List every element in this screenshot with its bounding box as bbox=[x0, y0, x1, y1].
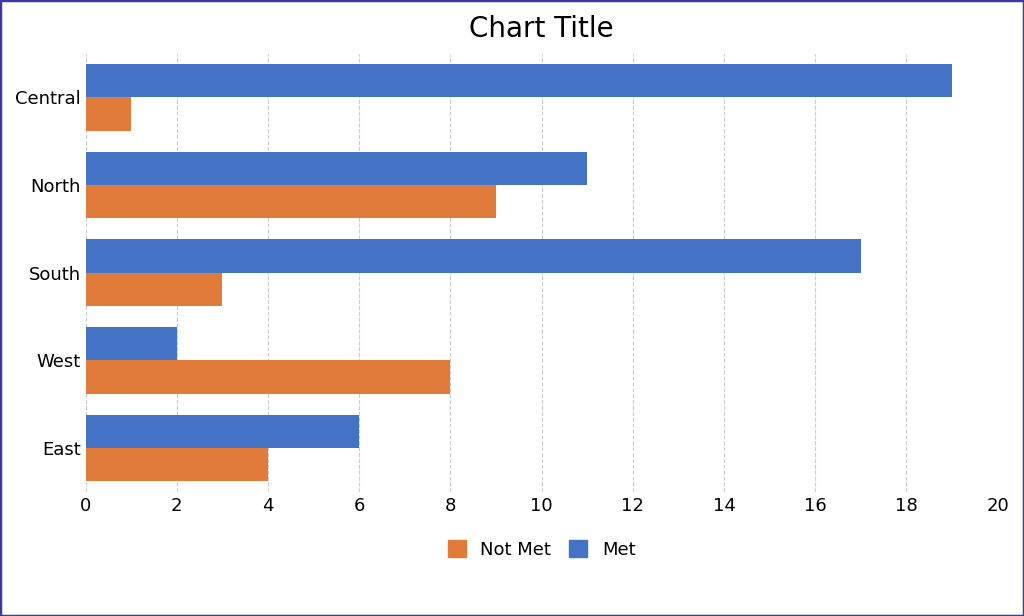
Bar bbox=[86, 448, 268, 481]
Bar bbox=[86, 185, 496, 218]
Bar bbox=[86, 360, 451, 394]
Bar bbox=[86, 327, 177, 360]
Bar bbox=[86, 97, 131, 131]
Bar bbox=[86, 240, 861, 273]
Bar bbox=[86, 152, 587, 185]
Bar bbox=[86, 273, 222, 306]
Legend: Not Met, Met: Not Met, Met bbox=[439, 532, 644, 568]
Title: Chart Title: Chart Title bbox=[469, 15, 614, 43]
Bar bbox=[86, 64, 952, 97]
Bar bbox=[86, 415, 359, 448]
